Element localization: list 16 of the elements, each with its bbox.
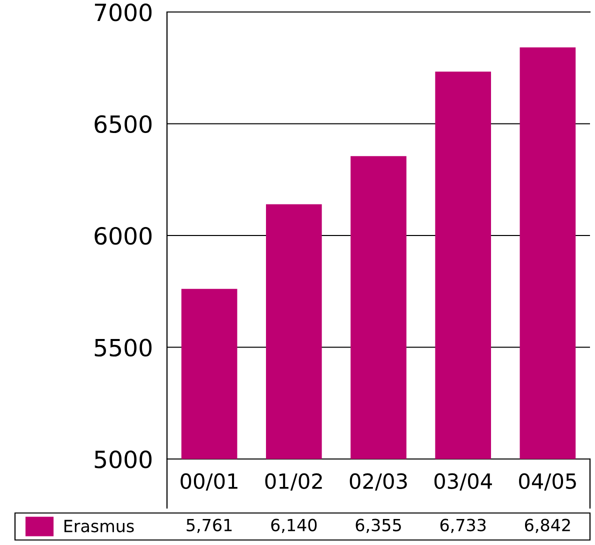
data-label: 6,733 <box>440 518 486 534</box>
x-tick-label: 02/03 <box>350 473 407 491</box>
x-tick-label: 00/01 <box>180 473 238 491</box>
y-tick-label: 5500 <box>94 338 152 357</box>
data-label: 6,842 <box>525 518 570 534</box>
y-tick-label: 6000 <box>94 226 152 245</box>
x-tick-label: 04/05 <box>519 473 576 491</box>
y-tick-label: 5000 <box>94 450 152 468</box>
data-label: 6,355 <box>356 518 401 534</box>
x-tick-label: 01/02 <box>265 473 322 491</box>
legend-label: Erasmus <box>64 520 134 532</box>
y-tick-label: 7000 <box>94 3 152 22</box>
x-tick-label: 03/04 <box>434 473 492 491</box>
data-label: 5,761 <box>186 518 232 534</box>
y-tick-label: 6500 <box>94 115 152 134</box>
data-label: 6,140 <box>271 518 317 534</box>
